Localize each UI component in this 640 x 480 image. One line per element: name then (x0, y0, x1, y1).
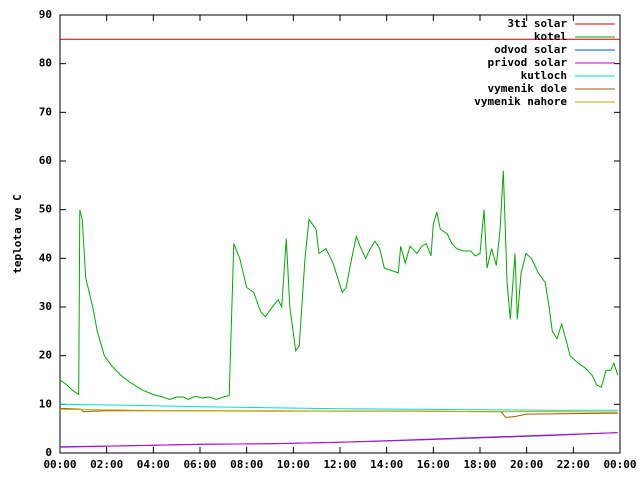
legend-label: kutloch (521, 69, 567, 82)
series-line (59, 170, 619, 401)
x-tick-label: 18:00 (463, 458, 496, 471)
x-tick-label: 04:00 (137, 458, 170, 471)
x-tick-label: 12:00 (323, 458, 356, 471)
x-tick-label: 20:00 (510, 458, 543, 471)
x-tick-label: 00:00 (603, 458, 636, 471)
x-tick-label: 14:00 (370, 458, 403, 471)
legend-label: odvod solar (494, 43, 567, 56)
y-axis-label: teplota ve C (11, 194, 24, 273)
y-tick-label: 30 (39, 300, 52, 313)
y-tick-label: 90 (39, 8, 52, 21)
legend-label: privod solar (488, 56, 568, 69)
y-tick-label: 0 (45, 446, 52, 459)
series-line (59, 403, 618, 411)
y-tick-label: 60 (39, 154, 52, 167)
x-tick-label: 06:00 (183, 458, 216, 471)
x-tick-label: 16:00 (417, 458, 450, 471)
y-tick-label: 20 (39, 349, 52, 362)
y-tick-label: 40 (39, 251, 52, 264)
legend-label: vymenik nahore (474, 95, 567, 108)
legend-label: vymenik dole (488, 82, 568, 95)
series-line (59, 432, 618, 448)
x-tick-label: 02:00 (90, 458, 123, 471)
x-tick-label: 00:00 (43, 458, 76, 471)
series-line (59, 408, 618, 413)
x-tick-label: 08:00 (230, 458, 263, 471)
series-line (59, 432, 618, 448)
y-tick-label: 70 (39, 105, 52, 118)
y-tick-label: 80 (39, 57, 52, 70)
x-tick-label: 22:00 (557, 458, 590, 471)
legend-label: kotel (534, 30, 567, 43)
x-tick-label: 10:00 (277, 458, 310, 471)
y-tick-label: 10 (39, 397, 52, 410)
y-tick-label: 50 (39, 203, 52, 216)
legend-label: 3ti solar (507, 17, 567, 30)
